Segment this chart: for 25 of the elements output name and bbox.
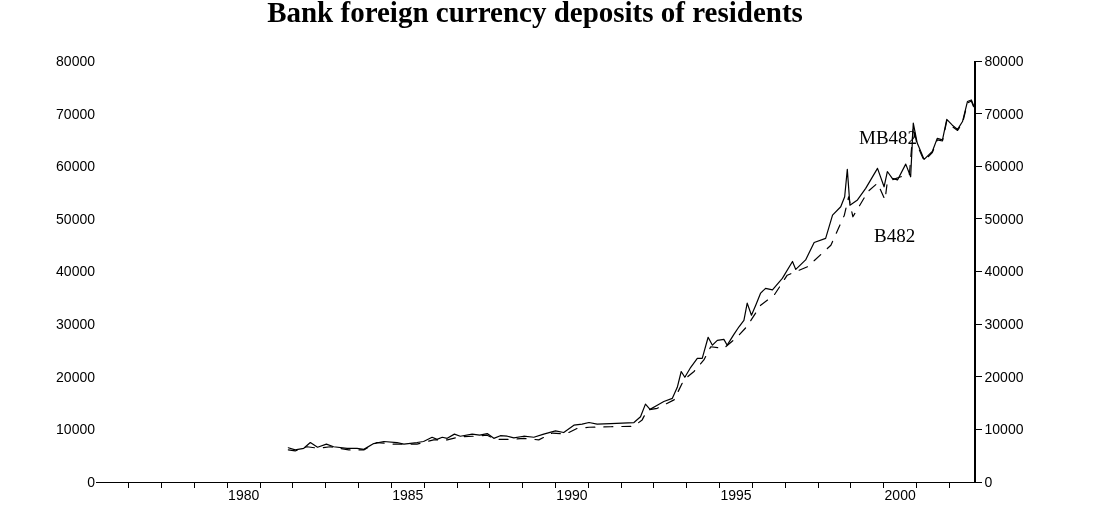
y2-tick-label: 20000 [984,368,1024,385]
y2-tick-label: 30000 [984,316,1024,333]
y-tick-label: 80000 [56,52,96,69]
y2-tick-label: 40000 [984,263,1024,280]
y2-tick-label: 50000 [984,210,1024,227]
x-tick-label: 2000 [884,486,916,503]
y-tick-label: 40000 [56,263,96,280]
y-tick-label: 70000 [56,105,96,122]
y-tick-label: 0 [87,473,96,490]
x-tick-label: 1985 [392,486,424,503]
y2-tick-label: 70000 [984,105,1024,122]
y-tick-label: 60000 [56,158,96,175]
y-tick-label: 20000 [56,368,96,385]
x-tick-label: 1995 [720,486,752,503]
y2-tick-label: 80000 [984,52,1024,69]
chart-title: Bank foreign currency deposits of residents [267,0,803,29]
x-tick-label: 1990 [556,486,588,503]
y2-tick-label: 60000 [984,158,1024,175]
y-tick-label: 30000 [56,316,96,333]
y2-tick-label: 0 [984,473,993,490]
y-tick-label: 50000 [56,210,96,227]
y2-tick-label: 10000 [984,421,1024,438]
series-label: B482 [874,225,916,246]
x-tick-label: 1980 [228,486,260,503]
y-tick-label: 10000 [56,421,96,438]
